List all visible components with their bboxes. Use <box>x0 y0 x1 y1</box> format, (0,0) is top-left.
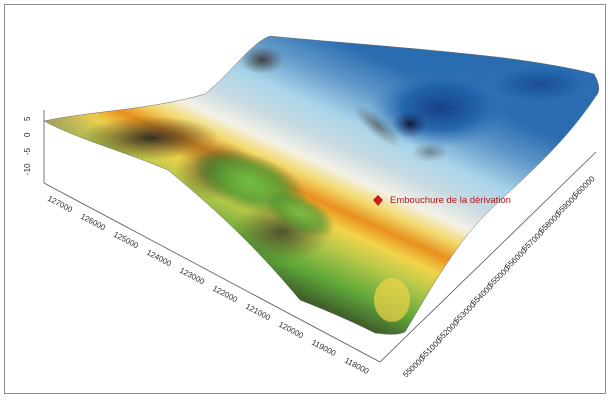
vertical-tick-label: -5 <box>23 147 32 155</box>
vertical-tick-label: 0 <box>23 132 32 137</box>
axis-lines <box>43 110 597 363</box>
left-tick-label: 122000 <box>211 284 239 305</box>
left-tick-label: 124000 <box>145 248 173 269</box>
outlet-marker-icon <box>373 195 383 206</box>
left-tick-label: 120000 <box>277 320 305 341</box>
vertical-tick-label: 5 <box>23 116 32 121</box>
vertical-axis-ticks: 5 0 -5 -10 <box>23 116 32 175</box>
left-tick-label: 121000 <box>244 302 272 323</box>
right-tick-label: 560000 <box>571 174 597 199</box>
right-axis-line <box>379 151 597 363</box>
terrain-surface <box>43 35 599 335</box>
left-tick-label: 125000 <box>112 230 140 251</box>
left-tick-label: 119000 <box>310 338 338 358</box>
vertical-tick-label: -10 <box>23 163 32 175</box>
left-tick-label: 123000 <box>178 266 206 287</box>
outlet-label: Embouchure de la dérivation <box>390 195 511 206</box>
left-tick-label: 118000 <box>343 356 371 376</box>
left-axis-line <box>43 182 381 363</box>
outlet-annotation: Embouchure de la dérivation <box>373 195 511 206</box>
